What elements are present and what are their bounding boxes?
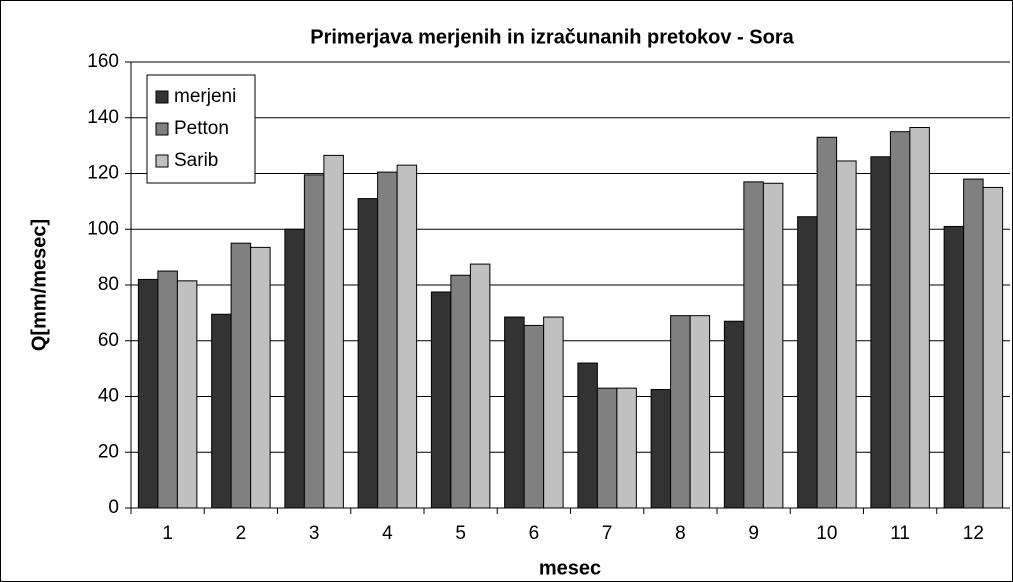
bar [577, 362, 598, 509]
chart-title: Primerjava merjenih in izračunanih preto… [310, 26, 794, 48]
legend-label: Sarib [174, 150, 218, 171]
bar [963, 178, 984, 509]
y-tick-label: 60 [98, 330, 119, 351]
bar [250, 246, 271, 509]
bar [762, 182, 784, 509]
bar [469, 263, 491, 509]
bar [836, 160, 857, 509]
legend-label: Petton [174, 118, 229, 139]
bar [450, 274, 471, 509]
x-tick-label: 1 [162, 523, 173, 544]
x-tick-label: 10 [816, 523, 837, 544]
bar [284, 228, 305, 509]
x-tick-label: 2 [236, 523, 247, 544]
bar [230, 242, 252, 509]
bar [743, 181, 764, 509]
y-tick-label: 80 [98, 274, 119, 295]
bar [357, 198, 379, 509]
bar [816, 136, 838, 509]
bar [176, 280, 198, 509]
y-axis-label: Q[mm/mesec] [28, 219, 50, 351]
y-tick-label: 160 [87, 51, 119, 72]
bar [303, 174, 325, 509]
x-tick-label: 5 [455, 523, 466, 544]
legend-swatch [155, 122, 169, 136]
bar [596, 387, 618, 509]
bar [211, 313, 232, 509]
bar [137, 278, 159, 509]
legend-label: merjeni [174, 86, 236, 107]
bar [870, 156, 891, 509]
x-tick-label: 6 [529, 523, 540, 544]
y-tick-label: 120 [87, 163, 119, 184]
bar [982, 186, 1004, 509]
bar [543, 316, 564, 509]
bar [157, 270, 178, 509]
bar [670, 315, 691, 509]
x-tick-label: 3 [309, 523, 320, 544]
y-tick-label: 20 [98, 441, 119, 462]
y-tick-label: 140 [87, 107, 119, 128]
x-tick-label: 11 [890, 523, 910, 544]
legend-swatch [155, 90, 169, 104]
bar [943, 225, 965, 509]
bar [797, 216, 818, 509]
bar [909, 127, 930, 509]
bar [616, 387, 637, 509]
bar [323, 154, 344, 509]
bar [650, 389, 672, 509]
bar [504, 316, 525, 509]
legend-swatch [155, 154, 169, 168]
y-tick-label: 100 [87, 218, 119, 239]
x-tick-label: 12 [963, 523, 984, 544]
bar [430, 291, 452, 509]
x-tick-label: 7 [602, 523, 613, 544]
x-axis-label: mesec [539, 557, 601, 579]
x-tick-label: 8 [675, 523, 686, 544]
bar [689, 315, 711, 509]
bar [723, 320, 745, 509]
y-tick-label: 40 [98, 386, 119, 407]
bar [396, 164, 418, 509]
y-tick-label: 0 [108, 497, 119, 518]
x-tick-label: 4 [382, 523, 393, 544]
bar [523, 324, 545, 509]
bar [889, 131, 911, 509]
x-tick-label: 9 [748, 523, 759, 544]
bar [377, 171, 398, 509]
